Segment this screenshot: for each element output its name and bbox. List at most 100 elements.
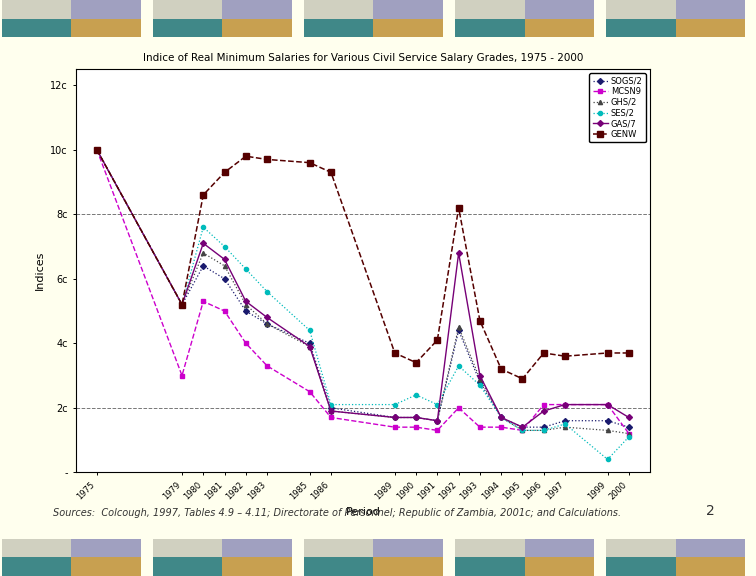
GENW bbox=[560, 353, 569, 359]
SOGS/2 bbox=[518, 424, 527, 431]
GAS/7 bbox=[560, 401, 569, 408]
SES/2 bbox=[539, 427, 548, 434]
GAS/7 bbox=[518, 424, 527, 431]
SOGS/2 bbox=[603, 417, 612, 424]
SES/2 bbox=[560, 420, 569, 427]
MCSN9 bbox=[390, 424, 399, 431]
Text: 2: 2 bbox=[706, 505, 715, 518]
GAS/7 bbox=[497, 414, 506, 421]
Line: GHS/2: GHS/2 bbox=[94, 147, 631, 435]
SOGS/2 bbox=[390, 414, 399, 421]
SOGS/2 bbox=[411, 414, 420, 421]
GHS/2 bbox=[262, 320, 271, 327]
SES/2 bbox=[199, 223, 208, 230]
GENW bbox=[390, 350, 399, 357]
GAS/7 bbox=[411, 414, 420, 421]
X-axis label: Period: Period bbox=[345, 507, 380, 517]
GAS/7 bbox=[220, 256, 229, 263]
GAS/7 bbox=[262, 314, 271, 321]
GHS/2 bbox=[305, 343, 314, 350]
SOGS/2 bbox=[476, 378, 485, 385]
SES/2 bbox=[327, 401, 336, 408]
MCSN9 bbox=[92, 146, 101, 153]
GENW bbox=[411, 359, 420, 366]
GHS/2 bbox=[454, 324, 463, 331]
GAS/7 bbox=[327, 408, 336, 415]
MCSN9 bbox=[220, 308, 229, 314]
GHS/2 bbox=[539, 427, 548, 434]
SES/2 bbox=[624, 433, 634, 440]
GENW bbox=[476, 317, 485, 324]
SOGS/2 bbox=[327, 404, 336, 411]
SES/2 bbox=[433, 401, 442, 408]
GENW bbox=[262, 156, 271, 163]
Line: SOGS/2: SOGS/2 bbox=[94, 147, 631, 429]
GAS/7 bbox=[178, 301, 187, 308]
GHS/2 bbox=[433, 417, 442, 424]
MCSN9 bbox=[624, 430, 634, 437]
GENW bbox=[241, 153, 250, 160]
GENW bbox=[220, 169, 229, 176]
MCSN9 bbox=[560, 401, 569, 408]
SES/2 bbox=[497, 414, 506, 421]
GAS/7 bbox=[539, 408, 548, 415]
GENW bbox=[178, 301, 187, 308]
MCSN9 bbox=[476, 424, 485, 431]
Line: SES/2: SES/2 bbox=[94, 147, 631, 461]
GENW bbox=[539, 350, 548, 357]
SES/2 bbox=[305, 327, 314, 334]
MCSN9 bbox=[433, 427, 442, 434]
Y-axis label: Indices: Indices bbox=[35, 251, 45, 290]
GHS/2 bbox=[178, 301, 187, 308]
GHS/2 bbox=[411, 414, 420, 421]
MCSN9 bbox=[305, 388, 314, 395]
GAS/7 bbox=[390, 414, 399, 421]
SES/2 bbox=[241, 266, 250, 272]
GHS/2 bbox=[624, 430, 634, 437]
SOGS/2 bbox=[497, 414, 506, 421]
MCSN9 bbox=[497, 424, 506, 431]
GHS/2 bbox=[497, 414, 506, 421]
SES/2 bbox=[262, 288, 271, 295]
GENW bbox=[603, 350, 612, 357]
SES/2 bbox=[411, 392, 420, 399]
GAS/7 bbox=[92, 146, 101, 153]
MCSN9 bbox=[241, 340, 250, 347]
MCSN9 bbox=[518, 427, 527, 434]
GAS/7 bbox=[199, 240, 208, 247]
Line: GENW: GENW bbox=[94, 147, 632, 381]
SOGS/2 bbox=[560, 417, 569, 424]
SES/2 bbox=[476, 382, 485, 389]
SES/2 bbox=[390, 401, 399, 408]
GAS/7 bbox=[603, 401, 612, 408]
SES/2 bbox=[92, 146, 101, 153]
SOGS/2 bbox=[305, 340, 314, 347]
SOGS/2 bbox=[241, 308, 250, 314]
GENW bbox=[92, 146, 101, 153]
GENW bbox=[327, 169, 336, 176]
SOGS/2 bbox=[433, 417, 442, 424]
MCSN9 bbox=[603, 401, 612, 408]
SES/2 bbox=[518, 427, 527, 434]
MCSN9 bbox=[454, 404, 463, 411]
GHS/2 bbox=[327, 408, 336, 415]
GENW bbox=[497, 366, 506, 373]
SOGS/2 bbox=[262, 320, 271, 327]
GHS/2 bbox=[390, 414, 399, 421]
SOGS/2 bbox=[220, 275, 229, 282]
GHS/2 bbox=[92, 146, 101, 153]
MCSN9 bbox=[411, 424, 420, 431]
MCSN9 bbox=[199, 298, 208, 305]
MCSN9 bbox=[178, 372, 187, 379]
MCSN9 bbox=[327, 414, 336, 421]
Text: Sources:  Colcough, 1997, Tables 4.9 – 4.11; Directorate of Personnel; Republic : Sources: Colcough, 1997, Tables 4.9 – 4.… bbox=[53, 509, 621, 518]
Legend: SOGS/2, MCSN9, GHS/2, SES/2, GAS/7, GENW: SOGS/2, MCSN9, GHS/2, SES/2, GAS/7, GENW bbox=[589, 73, 646, 142]
GHS/2 bbox=[199, 249, 208, 256]
MCSN9 bbox=[539, 401, 548, 408]
GENW bbox=[433, 336, 442, 343]
Line: MCSN9: MCSN9 bbox=[94, 147, 631, 435]
GHS/2 bbox=[220, 263, 229, 270]
GAS/7 bbox=[454, 249, 463, 256]
SOGS/2 bbox=[624, 424, 634, 431]
Title: Indice of Real Minimum Salaries for Various Civil Service Salary Grades, 1975 - : Indice of Real Minimum Salaries for Vari… bbox=[143, 53, 583, 63]
